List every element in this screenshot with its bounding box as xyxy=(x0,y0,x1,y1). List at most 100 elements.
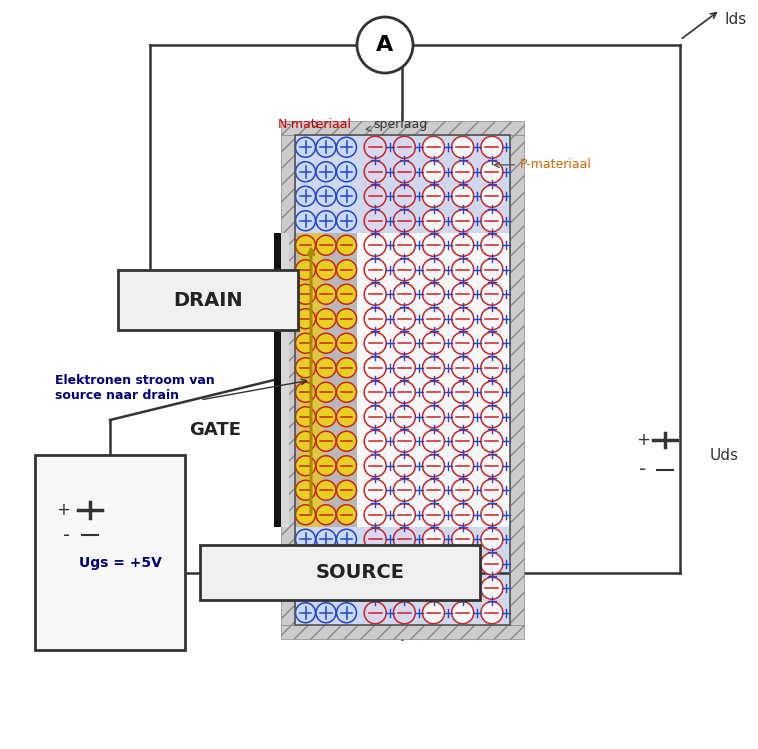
Circle shape xyxy=(316,235,336,255)
Circle shape xyxy=(316,480,336,500)
Text: A: A xyxy=(377,35,393,55)
Circle shape xyxy=(481,479,503,501)
Circle shape xyxy=(393,283,415,306)
Circle shape xyxy=(422,210,444,231)
Circle shape xyxy=(316,210,336,231)
Circle shape xyxy=(422,308,444,330)
Circle shape xyxy=(422,357,444,379)
Circle shape xyxy=(393,136,415,158)
Circle shape xyxy=(337,309,356,329)
Circle shape xyxy=(316,162,336,182)
Circle shape xyxy=(337,382,356,402)
Circle shape xyxy=(422,283,444,306)
Circle shape xyxy=(296,431,315,451)
Circle shape xyxy=(393,381,415,403)
Bar xyxy=(299,233,323,527)
Circle shape xyxy=(316,285,336,304)
Text: -: - xyxy=(640,461,647,479)
Circle shape xyxy=(481,308,503,330)
Circle shape xyxy=(452,455,474,477)
Bar xyxy=(295,135,357,625)
Circle shape xyxy=(422,553,444,574)
Circle shape xyxy=(452,210,474,231)
Text: Elektronen stroom van
source naar drain: Elektronen stroom van source naar drain xyxy=(55,374,215,402)
Circle shape xyxy=(364,381,386,403)
Circle shape xyxy=(316,554,336,574)
Text: N-materiaal: N-materiaal xyxy=(278,118,352,131)
Circle shape xyxy=(337,333,356,354)
Circle shape xyxy=(422,333,444,354)
Circle shape xyxy=(393,210,415,231)
Bar xyxy=(35,455,185,650)
Text: Ugs = +5V: Ugs = +5V xyxy=(79,556,161,569)
Text: GATE: GATE xyxy=(189,421,241,439)
Circle shape xyxy=(393,528,415,551)
Circle shape xyxy=(296,358,315,377)
Text: SOURCE: SOURCE xyxy=(315,563,405,582)
Circle shape xyxy=(452,430,474,452)
Circle shape xyxy=(316,309,336,329)
Circle shape xyxy=(296,309,315,329)
Circle shape xyxy=(422,258,444,281)
Circle shape xyxy=(422,406,444,428)
Bar xyxy=(274,233,281,527)
Circle shape xyxy=(296,382,315,402)
Circle shape xyxy=(481,455,503,477)
Circle shape xyxy=(393,553,415,574)
Circle shape xyxy=(337,530,356,549)
Circle shape xyxy=(337,603,356,622)
Circle shape xyxy=(364,333,386,354)
Bar xyxy=(281,233,289,527)
Circle shape xyxy=(364,528,386,551)
Circle shape xyxy=(422,430,444,452)
Circle shape xyxy=(364,136,386,158)
Circle shape xyxy=(337,358,356,377)
Circle shape xyxy=(452,577,474,599)
Circle shape xyxy=(316,187,336,206)
Circle shape xyxy=(452,553,474,574)
Circle shape xyxy=(316,407,336,427)
Bar xyxy=(510,135,524,625)
Circle shape xyxy=(481,333,503,354)
Circle shape xyxy=(337,578,356,598)
Circle shape xyxy=(337,210,356,231)
Circle shape xyxy=(296,187,315,206)
Circle shape xyxy=(316,578,336,598)
Bar xyxy=(281,121,524,135)
Text: +: + xyxy=(636,431,650,449)
Circle shape xyxy=(481,136,503,158)
Text: -: - xyxy=(63,526,70,545)
Circle shape xyxy=(422,381,444,403)
Bar xyxy=(295,233,357,527)
Circle shape xyxy=(452,504,474,526)
Circle shape xyxy=(452,601,474,624)
Circle shape xyxy=(316,455,336,476)
Circle shape xyxy=(393,479,415,501)
Circle shape xyxy=(316,137,336,157)
Circle shape xyxy=(296,603,315,622)
Circle shape xyxy=(364,308,386,330)
Text: Uds: Uds xyxy=(710,447,739,462)
Circle shape xyxy=(296,407,315,427)
Bar xyxy=(295,527,510,625)
Circle shape xyxy=(364,430,386,452)
Circle shape xyxy=(337,455,356,476)
Circle shape xyxy=(393,161,415,183)
Circle shape xyxy=(393,455,415,477)
Bar xyxy=(118,270,298,330)
Circle shape xyxy=(296,333,315,354)
Circle shape xyxy=(481,381,503,403)
Circle shape xyxy=(296,210,315,231)
Circle shape xyxy=(364,479,386,501)
Circle shape xyxy=(337,260,356,279)
Circle shape xyxy=(364,258,386,281)
Bar xyxy=(295,135,510,233)
Circle shape xyxy=(364,553,386,574)
Circle shape xyxy=(422,185,444,207)
Circle shape xyxy=(422,601,444,624)
Circle shape xyxy=(296,578,315,598)
Circle shape xyxy=(393,430,415,452)
Circle shape xyxy=(481,258,503,281)
Circle shape xyxy=(452,528,474,551)
Circle shape xyxy=(316,333,336,354)
